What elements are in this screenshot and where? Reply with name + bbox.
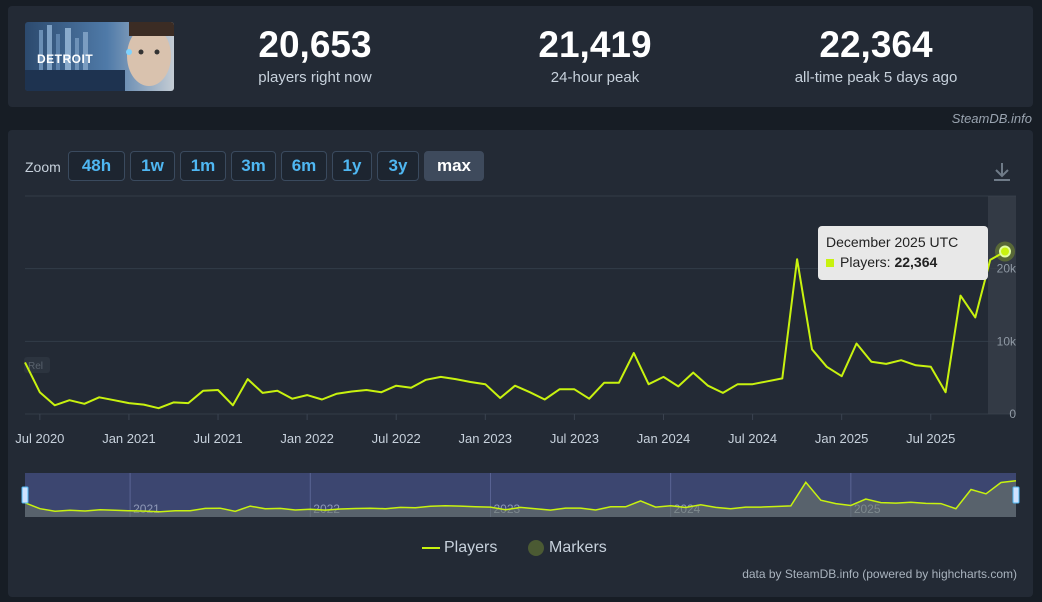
game-logo[interactable]: DETROIT [25, 22, 174, 91]
tooltip-title: December 2025 UTC [826, 234, 959, 250]
tooltip-value: 22,364 [894, 254, 938, 270]
game-logo-art [25, 22, 174, 91]
y-tick-label: 0 [1009, 407, 1016, 421]
stat-all-time-peak: 22,364 all-time peak 5 days ago [746, 22, 1006, 88]
navigator-handle-right[interactable] [1012, 486, 1020, 504]
x-tick-label: Jul 2024 [728, 431, 777, 446]
zoom-1y-button[interactable]: 1y [332, 151, 372, 181]
legend-markers-label: Markers [549, 539, 607, 557]
chart-tooltip: December 2025 UTC Players: 22,364 [818, 226, 988, 280]
legend-marker-icon [528, 540, 544, 556]
zoom-3y-button[interactable]: 3y [377, 151, 419, 181]
zoom-48h-button[interactable]: 48h [68, 151, 125, 181]
stat-value: 21,419 [538, 24, 652, 65]
y-axis: 0 10k 20k [997, 262, 1017, 421]
hover-halo [995, 241, 1015, 262]
legend-line-icon [422, 546, 440, 549]
x-tick-label: Jul 2021 [193, 431, 242, 446]
data-point [999, 245, 1011, 258]
chart-panel: Zoom 48h 1w 1m 3m 6m 1y 3y max 0 10k 20k J… [8, 130, 1033, 597]
stat-current-players: 20,653 players right now [185, 22, 445, 88]
x-tick-label: Jul 2023 [550, 431, 599, 446]
legend-markers[interactable]: Markers [527, 539, 607, 557]
zoom-6m-button[interactable]: 6m [281, 151, 327, 181]
x-tick-label: Jan 2021 [102, 431, 156, 446]
stat-24h-peak: 21,419 24-hour peak [465, 22, 725, 88]
navigator[interactable]: 20212022202320242025 [21, 473, 1020, 517]
x-tick-label: Jul 2022 [372, 431, 421, 446]
x-tick-label: Jan 2023 [459, 431, 513, 446]
players-line [24, 250, 1006, 410]
navigator-line [24, 480, 1017, 513]
x-tick-label: Jan 2025 [815, 431, 869, 446]
stat-value: 20,653 [258, 24, 372, 65]
series-swatch [826, 259, 834, 267]
logo-text: DETROIT [37, 52, 94, 66]
zoom-max-button[interactable]: max [424, 151, 484, 181]
zoom-label: Zoom [25, 159, 61, 175]
tooltip-series-label: Players: [840, 254, 895, 270]
stat-label: all-time peak 5 days ago [794, 69, 958, 86]
x-axis: Jul 2020 Jan 2021 Jul 2021 Jan 2022 Jul 2022… [15, 414, 955, 446]
release-marker-label: Rel [28, 361, 43, 372]
legend-players-label: Players [444, 539, 498, 556]
zoom-1w-button[interactable]: 1w [130, 151, 175, 181]
x-tick-label: Jul 2020 [15, 431, 64, 446]
players-series [24, 241, 1015, 410]
steamdb-credit[interactable]: SteamDB.info [951, 111, 1032, 126]
markers: Rel [24, 357, 50, 373]
stat-label: 24-hour peak [550, 69, 640, 86]
x-tick-label: Jan 2024 [637, 431, 691, 446]
tooltip-value-row: Players: 22,364 [826, 252, 980, 272]
navigator-area [25, 480, 1016, 517]
x-tick-label: Jul 2025 [906, 431, 955, 446]
players-chart[interactable]: 0 10k 20k Jul 2020 Jan 2021 Jul 2021 Jan 2022… [8, 130, 1033, 597]
hover-band [988, 196, 1016, 414]
download-icon[interactable] [992, 161, 1012, 183]
release-marker[interactable] [24, 357, 50, 373]
legend-players[interactable]: Players [422, 539, 497, 557]
stat-label: players right now [258, 69, 372, 86]
stat-value: 22,364 [819, 24, 933, 65]
zoom-3m-button[interactable]: 3m [231, 151, 276, 181]
y-tick-label: 20k [997, 262, 1017, 276]
zoom-1m-button[interactable]: 1m [180, 151, 226, 181]
navigator-handle-left[interactable] [21, 486, 29, 504]
stats-panel: DETROIT 20,653 players right now 21,419 … [8, 6, 1033, 107]
y-tick-label: 10k [997, 334, 1017, 348]
highcharts-credit[interactable]: data by SteamDB.info (powered by highcha… [742, 567, 1017, 581]
x-tick-label: Jan 2022 [280, 431, 334, 446]
